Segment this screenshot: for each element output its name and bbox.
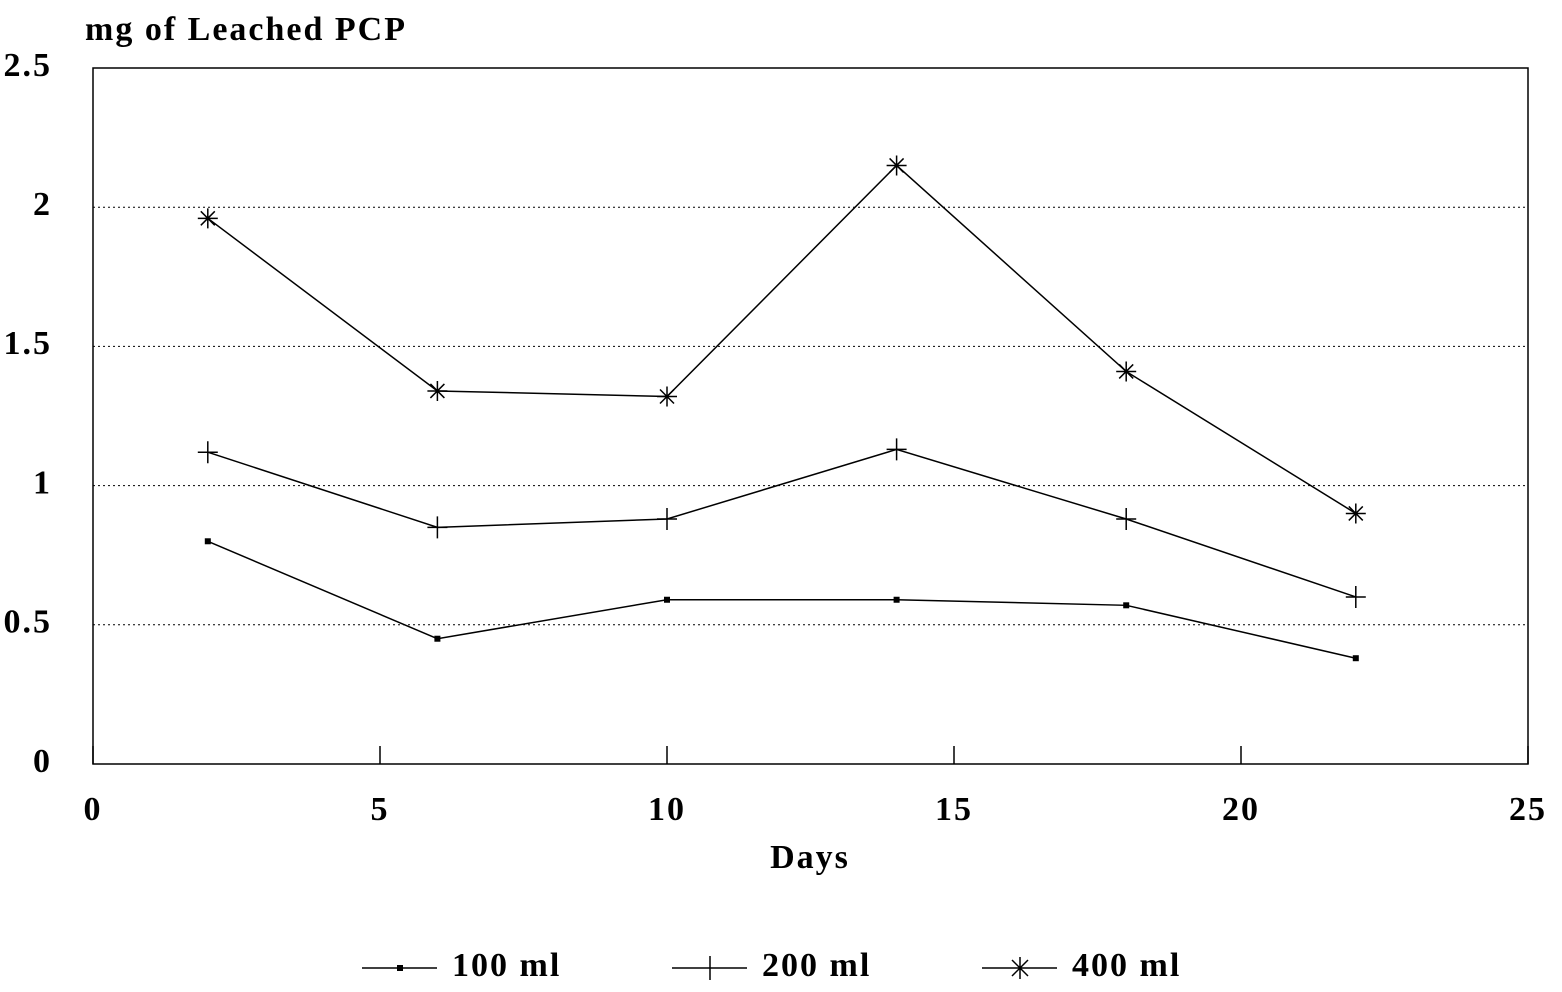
y-tick-label: 1.5: [4, 325, 53, 362]
x-tick-label: 5: [371, 791, 390, 828]
y-axis-label: mg of Leached PCP: [85, 11, 407, 48]
marker: [1123, 602, 1130, 609]
y-tick-label: 1: [33, 464, 52, 501]
y-tick-label: 0.5: [4, 604, 53, 641]
marker: [664, 596, 670, 603]
marker: [197, 208, 218, 229]
x-tick-label: 0: [84, 791, 103, 828]
marker: [1116, 361, 1137, 382]
marker: [893, 596, 900, 603]
legend-marker: [1011, 957, 1029, 979]
marker: [1345, 503, 1366, 524]
series-line: [207, 448, 1357, 598]
y-tick-label: 0: [33, 743, 52, 780]
marker: [657, 386, 677, 407]
marker: [1116, 508, 1137, 531]
marker: [1345, 585, 1366, 608]
marker: [427, 516, 448, 539]
legend-label: 100 ml: [452, 947, 561, 984]
x-tick-label: 10: [648, 791, 686, 828]
marker: [434, 635, 441, 642]
y-tick-label: 2: [33, 186, 52, 223]
marker: [886, 155, 907, 176]
series-line: [207, 164, 1357, 515]
legend-marker: [397, 965, 403, 971]
marker: [657, 508, 677, 531]
x-tick-label: 25: [1509, 791, 1547, 828]
marker: [427, 380, 448, 401]
x-tick-label: 15: [935, 791, 973, 828]
x-tick-label: 20: [1222, 791, 1260, 828]
plot-frame: [92, 67, 1529, 765]
series-line: [207, 540, 1356, 659]
y-tick-label: 2.5: [4, 47, 53, 84]
marker: [204, 538, 211, 545]
marker: [1352, 655, 1359, 662]
legend-label: 200 ml: [762, 947, 871, 984]
legend-label: 400 ml: [1072, 947, 1181, 984]
marker: [886, 438, 907, 461]
marker: [197, 441, 218, 464]
x-axis-label: Days: [770, 839, 850, 876]
